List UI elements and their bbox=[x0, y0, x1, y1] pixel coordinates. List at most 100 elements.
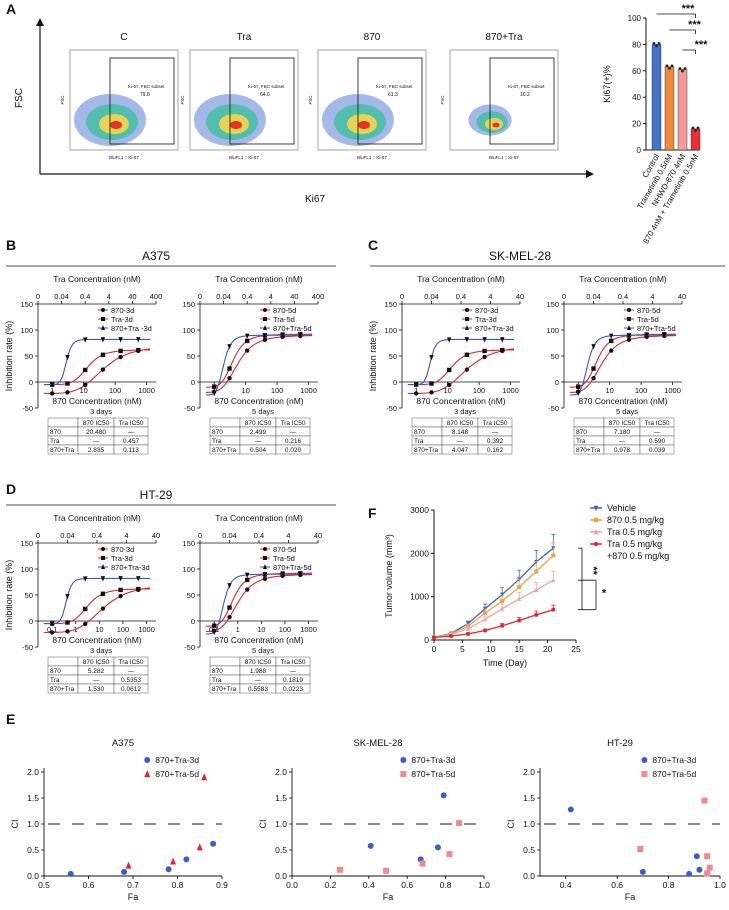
dose-bottom-axis-label: 870 Concentration (nM) bbox=[214, 396, 303, 406]
ic50-table-text: 0.020 bbox=[285, 447, 302, 454]
ic50-table-text: 0.162 bbox=[487, 447, 504, 454]
ci-data-point bbox=[165, 866, 172, 873]
ci-data-point bbox=[440, 792, 447, 799]
ci-legend-marker bbox=[144, 770, 151, 777]
tumor-x-tick-label: 20 bbox=[543, 644, 553, 654]
dose-data-point bbox=[136, 586, 141, 592]
dose-days-label: 3 days bbox=[90, 407, 112, 416]
ci-legend-label: 870+Tra-3d bbox=[411, 755, 455, 765]
dose-group-title: A375 bbox=[142, 249, 170, 263]
dose-data-point bbox=[245, 587, 250, 592]
dose-y-tick-label: 100 bbox=[20, 565, 33, 574]
flow-density-core bbox=[230, 121, 242, 129]
ic50-table-text: 7.180 bbox=[614, 429, 631, 436]
dose-bottom-tick-label: 100 bbox=[279, 625, 292, 634]
dose-data-point bbox=[626, 333, 632, 339]
dose-top-tick-label: 0.04 bbox=[216, 292, 231, 301]
tumor-y-tick-label: 3000 bbox=[410, 505, 429, 515]
dose-data-point bbox=[83, 621, 88, 627]
dose-top-axis-label: Tra Concentration (nM) bbox=[53, 274, 141, 284]
flow-plot-frame bbox=[449, 49, 559, 151]
dose-data-point bbox=[136, 576, 141, 582]
dose-top-tick-label: 0.4 bbox=[92, 531, 102, 540]
ci-y-tick-label: 1.0 bbox=[275, 819, 287, 829]
ic50-table-text: 0.113 bbox=[123, 447, 139, 454]
ki67-sig-stars: *** bbox=[695, 39, 709, 51]
dose-data-point bbox=[227, 376, 232, 381]
dose-data-point bbox=[83, 367, 88, 373]
dose-data-point bbox=[644, 333, 649, 339]
dose-data-point bbox=[65, 381, 70, 386]
dose-data-point bbox=[211, 390, 217, 397]
dose-legend-marker bbox=[101, 547, 105, 551]
ci-x-label: Fa bbox=[383, 892, 394, 902]
flow-x-arrow bbox=[586, 170, 594, 178]
dose-top-tick-label: 0.04 bbox=[424, 292, 439, 301]
dose-days-label: 5 days bbox=[616, 407, 638, 416]
tumor-legend-label: Tra 0.5 mg/kg bbox=[607, 539, 662, 549]
dose-data-point bbox=[280, 333, 285, 339]
dose-legend-marker bbox=[263, 547, 267, 551]
tumor-x-label: Time (Day) bbox=[483, 658, 527, 668]
ic50-table-text: — bbox=[93, 438, 100, 445]
flow-gate bbox=[109, 57, 175, 145]
ci-y-tick-label: 2.0 bbox=[275, 767, 287, 777]
dose-y-tick-label: 0 bbox=[191, 378, 195, 387]
dose-legend-label: 870+Tra -3d bbox=[111, 324, 152, 333]
dose-top-tick-label: 40 bbox=[314, 531, 322, 540]
dose-days-label: 5 days bbox=[252, 407, 274, 416]
dose-data-point bbox=[482, 337, 487, 343]
ic50-table-text: — bbox=[255, 438, 262, 445]
dose-curve bbox=[205, 573, 313, 635]
dose-data-point bbox=[227, 615, 232, 620]
flow-gate-label: Ki-67, FBC subset bbox=[376, 84, 413, 89]
dose-data-point bbox=[245, 338, 250, 344]
dose-y-tick-label: -50 bbox=[386, 404, 397, 413]
flow-gate bbox=[229, 57, 295, 145]
dose-data-point bbox=[262, 572, 268, 578]
dose-y-tick-label: 100 bbox=[20, 326, 33, 335]
dose-data-point bbox=[83, 337, 88, 343]
ci-x-tick-label: 0.6 bbox=[401, 880, 413, 890]
ic50-table-text: Tra IC50 bbox=[644, 420, 669, 427]
ci-data-point bbox=[196, 843, 203, 851]
ci-x-tick-label: 0.5 bbox=[38, 880, 50, 890]
dose-data-point bbox=[500, 347, 505, 353]
dose-data-point bbox=[575, 390, 581, 397]
dose-legend-label: Tra-3d bbox=[111, 315, 133, 324]
tumor-x-tick-label: 25 bbox=[571, 644, 581, 654]
ci-data-point bbox=[704, 853, 711, 860]
dose-data-point bbox=[227, 605, 232, 610]
ci-data-point bbox=[637, 845, 644, 852]
dose-top-tick-label: 0.04 bbox=[586, 292, 601, 301]
dose-curve bbox=[205, 335, 313, 393]
ki67-bar bbox=[664, 66, 675, 151]
tumor-x-tick-label: 10 bbox=[486, 644, 496, 654]
dose-top-tick-label: 0.4 bbox=[618, 292, 628, 301]
dose-legend-label: Tra-3d bbox=[475, 315, 497, 324]
tumor-legend-label: +870 0.5 mg/kg bbox=[607, 551, 669, 561]
dose-bottom-tick-label: 1000 bbox=[664, 386, 681, 395]
ki67-y-tick-label: 20 bbox=[632, 120, 641, 129]
dose-data-point bbox=[464, 337, 470, 343]
ci-data-point bbox=[183, 856, 190, 863]
dose-y-tick-label: 100 bbox=[182, 326, 195, 335]
ic50-table-cell bbox=[639, 444, 675, 455]
dose-bottom-tick-label: 1 bbox=[236, 625, 240, 634]
ci-x-label: Fa bbox=[128, 892, 139, 902]
ic50-table-cell bbox=[113, 444, 149, 455]
ci-x-tick-label: 0.8 bbox=[440, 880, 452, 890]
ic50-table-text: 0.978 bbox=[614, 447, 631, 454]
dose-legend-marker bbox=[263, 556, 267, 560]
ki67-bar-dot bbox=[657, 42, 661, 45]
ic50-table-cell bbox=[113, 683, 149, 694]
tumor-sig-stars: * bbox=[602, 588, 607, 600]
dose-curve bbox=[205, 333, 313, 388]
dose-y-tick-label: 0 bbox=[191, 617, 195, 626]
dose-curve bbox=[43, 587, 151, 633]
dose-legend-label: Tra-5d bbox=[637, 315, 659, 324]
ki67-bar-dot bbox=[694, 128, 697, 132]
flow-gate-value: 79.8 bbox=[140, 92, 150, 98]
tumor-series-line bbox=[433, 547, 554, 639]
ci-x-tick-label: 0.9 bbox=[216, 880, 228, 890]
